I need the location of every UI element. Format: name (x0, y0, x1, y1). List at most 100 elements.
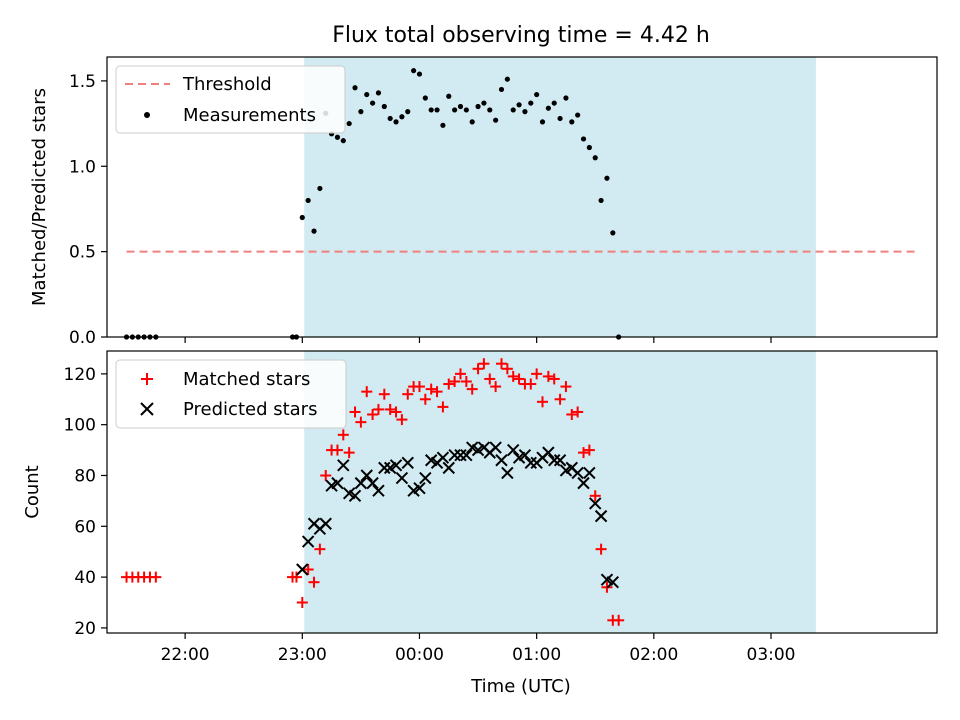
matched-star-point (320, 469, 332, 481)
matched-star-point (296, 597, 308, 609)
x-tick-label: 03:00 (747, 645, 796, 665)
matched-star-point (460, 375, 472, 387)
bottom-legend-matched-label: Matched stars (183, 369, 310, 390)
matched-star-point (413, 381, 425, 393)
matched-star-point (384, 403, 396, 415)
bottom-legend-matched-swatch (141, 373, 153, 385)
predicted-star-point (301, 535, 315, 548)
predicted-star-point (507, 443, 520, 457)
measurement-point (528, 100, 534, 106)
matched-star-point (419, 393, 431, 405)
matched-star-point (490, 381, 502, 393)
matched-star-point (478, 358, 490, 370)
top-measurement-points (123, 68, 622, 340)
predicted-star-point (606, 575, 620, 589)
y-tick-label: 0.5 (69, 243, 96, 263)
matched-star-point (343, 447, 355, 459)
matched-star-point (572, 406, 584, 418)
matched-star-point (501, 363, 513, 375)
measurement-point (516, 102, 522, 108)
measurement-point (358, 109, 364, 115)
bottom-legend: Matched stars Predicted stars (115, 359, 347, 429)
measurement-point (610, 230, 616, 236)
matched-star-point (290, 571, 302, 583)
matched-star-point (331, 444, 343, 456)
matched-star-point (583, 444, 595, 456)
predicted-star-point (542, 446, 555, 459)
measurement-point (557, 115, 563, 122)
matched-star-point (378, 388, 390, 400)
measurement-point (334, 134, 341, 140)
measurement-point (475, 103, 481, 110)
matched-star-point (613, 614, 625, 626)
predicted-star-point (583, 466, 596, 480)
bottom-legend-predicted-label: Predicted stars (183, 399, 317, 420)
measurement-point (563, 95, 569, 101)
measurement-point (370, 100, 376, 106)
predicted-star-point (413, 481, 426, 495)
y-tick-label: 60 (74, 517, 96, 537)
matched-star-point (484, 373, 496, 385)
measurement-point (580, 136, 587, 142)
matched-star-point (537, 396, 549, 408)
matched-star-point (472, 363, 484, 375)
measurement-point (534, 91, 540, 98)
matched-star-point (425, 383, 437, 395)
matched-star-point (402, 388, 414, 400)
top-x-ticks (184, 337, 772, 343)
bottom-y-axis-label: Count (22, 465, 43, 518)
bottom-legend-box (115, 359, 347, 429)
bottom-axes-frame (106, 350, 938, 634)
matched-star-point (595, 543, 607, 555)
predicted-star-point (442, 461, 455, 475)
measurement-point (452, 107, 458, 113)
y-tick-label: 40 (74, 568, 96, 588)
measurement-point (469, 119, 475, 125)
matched-star-point (560, 381, 572, 393)
measurement-point (539, 119, 546, 125)
measurement-point (487, 107, 493, 113)
measurement-point (551, 100, 557, 106)
matched-star-point (372, 403, 384, 415)
predicted-star-point (454, 448, 467, 462)
matched-star-point (355, 416, 367, 428)
matched-star-point (390, 406, 402, 418)
y-tick-label: 100 (64, 416, 96, 436)
y-tick-label: 0.0 (69, 328, 96, 348)
measurement-point (364, 91, 370, 98)
y-tick-label: 1.0 (69, 157, 96, 177)
x-tick-label: 23:00 (278, 645, 327, 665)
matched-star-point (314, 543, 326, 555)
matched-star-point (302, 563, 314, 575)
y-tick-label: 1.5 (69, 72, 96, 92)
predicted-star-point (337, 459, 350, 472)
predicted-star-point (354, 476, 368, 490)
x-axis-label: Time (UTC) (470, 676, 571, 697)
measurement-point (575, 112, 581, 118)
measurement-point (510, 107, 516, 113)
matched-star-point (449, 375, 461, 387)
measurement-point (493, 117, 499, 123)
predicted-star-point (553, 454, 567, 467)
predicted-stars-points (296, 441, 620, 589)
measurement-point (481, 100, 487, 106)
predicted-star-point (401, 456, 414, 469)
x-tick-label: 22:00 (161, 645, 210, 665)
measurement-point (387, 115, 393, 122)
measurement-point (422, 95, 428, 101)
predicted-star-point (395, 471, 409, 485)
measurement-point (545, 105, 551, 111)
top-legend-threshold-label: Threshold (182, 74, 272, 95)
y-tick-label: 120 (64, 365, 96, 385)
matched-star-point (396, 414, 408, 426)
predicted-star-point (389, 459, 403, 472)
matched-stars-points (121, 358, 625, 626)
predicted-star-point (489, 441, 502, 454)
predicted-star-point (366, 476, 379, 490)
measurement-point (340, 138, 346, 144)
measurement-point (346, 120, 352, 127)
matched-star-point (466, 383, 478, 395)
matched-star-point (437, 401, 449, 413)
figure-title: Flux total observing time = 4.42 h (332, 23, 710, 48)
